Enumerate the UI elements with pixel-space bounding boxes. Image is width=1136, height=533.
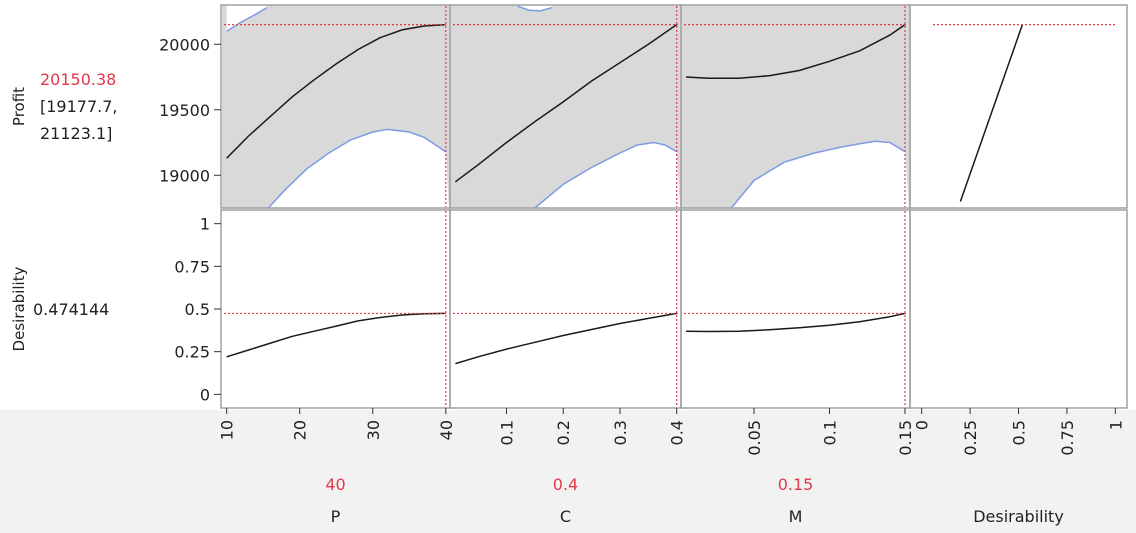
y-tick-label-profit: 19500 (159, 101, 210, 120)
footer-background (0, 410, 1136, 533)
profit-interval-lower: [19177.7, (40, 97, 118, 116)
profit-confidence-band-c (451, 5, 680, 208)
y-tick-label-profit: 19000 (159, 166, 210, 185)
factor-name-m: M (789, 507, 803, 526)
panel-border-1-1 (449, 209, 682, 409)
desirability-curve-m (685, 312, 906, 333)
profit-lower-bound-p (267, 128, 447, 208)
desirability-function-line (959, 24, 1024, 202)
panel-border-3-0 (909, 4, 1128, 209)
y-tick-label-desirability: 0 (200, 385, 210, 404)
factor-current-value-c: 0.4 (553, 475, 578, 494)
x-tick-label-p: 30 (364, 420, 383, 440)
x-tick-label-desirability: 0.75 (1058, 420, 1077, 456)
profit-confidence-band-p (222, 5, 449, 208)
factor-name-c: C (560, 507, 571, 526)
response-label-area (0, 0, 221, 410)
profit-upper-bound-p (226, 6, 268, 32)
profit-curve-c (454, 23, 678, 183)
x-tick-label-desirability: 1 (1106, 420, 1125, 430)
y-tick-label-profit: 20000 (159, 35, 210, 54)
desirability-curve-c (455, 312, 677, 365)
x-tick-label-m: 0.05 (745, 420, 764, 456)
panel-border-3-1 (909, 209, 1128, 409)
y-tick-label-desirability: 0.75 (174, 257, 210, 276)
response-name-profit: Profit (10, 87, 28, 126)
desirability-curve-p (226, 312, 446, 358)
x-tick-label-desirability: 0.5 (1010, 420, 1029, 445)
factor-current-value-p: 40 (325, 475, 345, 494)
profit-current-value: 20150.38 (40, 70, 116, 89)
response-name-desirability: Desirability (10, 266, 28, 351)
x-tick-label-m: 0.15 (896, 420, 915, 456)
profit-confidence-band-m (682, 5, 909, 208)
y-tick-label-desirability: 0.25 (174, 343, 210, 362)
profit-lower-bound-c (534, 141, 678, 208)
y-tick-label-desirability: 1 (200, 215, 210, 234)
profit-interval-upper: 21123.1] (40, 124, 112, 143)
x-tick-label-p: 40 (437, 420, 456, 440)
panel-border-0-1 (220, 209, 451, 409)
x-tick-label-m: 0.1 (821, 420, 840, 445)
factor-current-value-m: 0.15 (778, 475, 814, 494)
factor-name-desirability: Desirability (973, 507, 1064, 526)
x-tick-label-p: 10 (218, 420, 237, 440)
profit-upper-bound-c (517, 5, 553, 12)
x-tick-label-c: 0.2 (554, 420, 573, 445)
profit-lower-bound-m (730, 140, 906, 208)
x-tick-label-p: 20 (291, 420, 310, 440)
y-tick-label-desirability: 0.5 (185, 300, 210, 319)
x-tick-label-c: 0.1 (498, 420, 517, 445)
desirability-current-value: 0.474144 (33, 300, 109, 319)
x-tick-label-c: 0.4 (668, 420, 687, 445)
factor-name-p: P (331, 507, 341, 526)
profit-curve-m (685, 23, 906, 80)
x-tick-label-desirability: 0.25 (961, 420, 980, 456)
profit-curve-p (226, 23, 446, 159)
x-tick-label-c: 0.3 (611, 420, 630, 445)
x-tick-label-desirability: 0 (913, 420, 932, 430)
panel-border-2-1 (680, 209, 911, 409)
